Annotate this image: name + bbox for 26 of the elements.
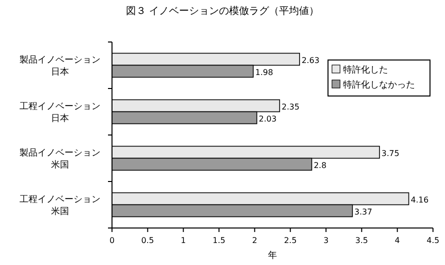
x-tick-label: 1.5 [212,236,226,245]
x-tick-label: 3.5 [355,236,368,245]
data-label: 2.03 [258,114,277,124]
y-tick-label: 工程イノベーション米国 [20,194,100,217]
x-tick-label: 2.5 [284,236,297,245]
legend-label: 特許化した [343,64,388,76]
x-tick-label: 3 [323,236,329,245]
y-tick-label: 製品イノベーション米国 [20,147,100,170]
y-tick-label: 工程イノベーション日本 [20,102,100,124]
chart-title: 図３ イノベーションの模倣ラグ（平均値） [126,5,320,17]
data-label: 3.37 [354,207,372,216]
y-tick-label: 製品イノベーション日本 [20,54,100,78]
x-axis-title: 年 [268,250,277,261]
data-label: 2.8 [314,160,326,170]
legend-label: 特許化しなかった [343,80,415,90]
data-label: 4.16 [410,195,429,204]
x-tick-label: 1 [180,236,186,245]
data-label: 2.63 [302,56,320,65]
x-tick-label: 0.5 [141,236,154,245]
x-tick-label: 0 [109,236,115,245]
data-label: 1.98 [255,68,274,77]
x-tick-label: 4 [394,236,400,245]
data-label: 3.75 [382,148,400,158]
x-tick-label: 2 [252,236,258,245]
data-label: 2.35 [282,102,300,112]
x-tick-label: 4.5 [426,236,440,245]
